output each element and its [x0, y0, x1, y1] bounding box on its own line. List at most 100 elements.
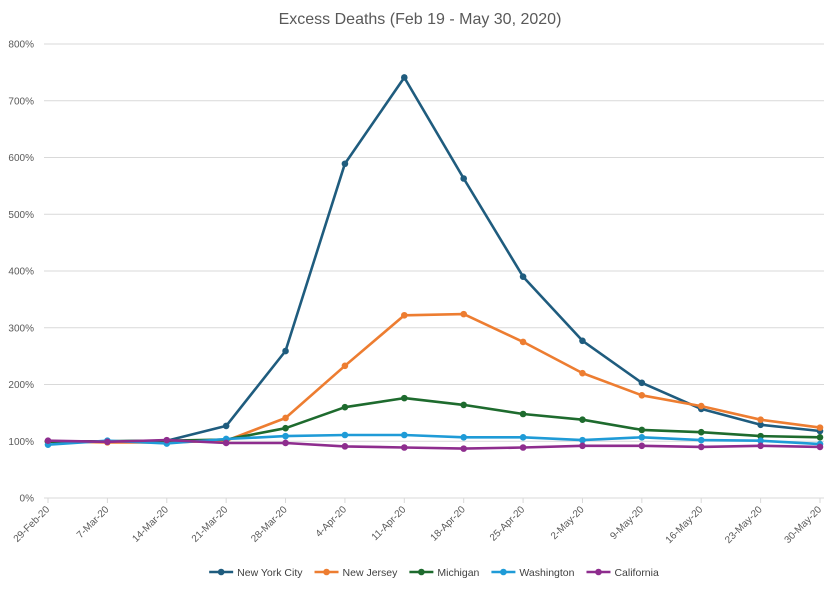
- y-tick-label: 200%: [8, 380, 34, 391]
- data-point-new-jersey: [460, 310, 467, 318]
- data-point-california: [222, 439, 230, 447]
- data-point-california: [163, 436, 171, 444]
- x-axis-tick-labels: 29-Feb-20 7-Mar-20 14-Mar-20 21-Mar-20 28-Ma…: [12, 498, 825, 546]
- data-point-california: [460, 445, 467, 452]
- data-point-new-jersey: [579, 369, 586, 377]
- data-point-michigan: [757, 432, 764, 440]
- data-point-new-york-city: [222, 422, 230, 430]
- legend-label: New York City: [237, 567, 303, 579]
- series-lines: [44, 74, 824, 452]
- x-tick-label: 28-Mar-20: [249, 504, 290, 545]
- x-tick-label: 2-May-20: [549, 504, 587, 542]
- y-tick-label: 800%: [8, 40, 34, 51]
- legend-label: Michigan: [437, 567, 479, 579]
- data-point-new-jersey: [697, 402, 705, 410]
- x-tick-label: 16-May-20: [664, 504, 706, 546]
- data-point-washington: [579, 436, 586, 444]
- data-point-california: [44, 437, 52, 444]
- data-point-washington: [697, 436, 705, 444]
- y-axis-tick-labels: 0% 100% 200% 300% 400% 500% 600% 700% 800%: [8, 40, 34, 505]
- legend-item-new-jersey: New Jersey: [314, 567, 399, 579]
- series-new-jersey: [44, 310, 824, 446]
- data-point-california: [519, 444, 527, 451]
- y-tick-label: 0%: [20, 494, 35, 505]
- y-tick-label: 100%: [8, 437, 34, 448]
- data-point-california: [282, 439, 289, 447]
- x-tick-label: 9-May-20: [608, 504, 646, 542]
- data-point-new-jersey: [757, 416, 764, 423]
- series-line-california: [47, 438, 821, 450]
- data-point-new-jersey: [816, 424, 824, 431]
- data-point-washington: [282, 432, 289, 440]
- data-point-michigan: [816, 433, 824, 441]
- gridlines: [44, 43, 824, 499]
- legend-label: California: [614, 567, 659, 579]
- data-point-california: [341, 443, 349, 450]
- data-point-washington: [757, 437, 764, 444]
- x-tick-label: 11-Apr-20: [370, 504, 409, 543]
- data-point-michigan: [697, 428, 705, 436]
- x-tick-label: 14-Mar-20: [130, 504, 171, 545]
- x-tick-label: 21-Mar-20: [190, 504, 231, 545]
- data-point-new-york-city: [579, 337, 586, 345]
- legend: New York City New Jersey Michigan Washingto…: [209, 567, 659, 579]
- data-point-california: [757, 442, 764, 450]
- legend-marker: [595, 568, 602, 576]
- data-point-new-jersey: [282, 414, 289, 422]
- series-michigan: [44, 394, 824, 446]
- data-point-washington: [460, 433, 467, 441]
- x-tick-label: 25-Apr-20: [488, 504, 528, 544]
- data-point-michigan: [579, 416, 586, 423]
- x-tick-label: 29-Feb-20: [12, 504, 53, 545]
- chart-title: Excess Deaths (Feb 19 - May 30, 2020): [279, 11, 562, 28]
- y-tick-label: 300%: [8, 323, 34, 334]
- data-point-new-york-city: [519, 273, 527, 280]
- y-tick-label: 500%: [8, 210, 34, 221]
- legend-marker: [418, 568, 425, 576]
- x-tick-label: 18-Apr-20: [429, 504, 469, 544]
- legend-item-washington: Washington: [491, 567, 575, 579]
- x-tick-label: 30-May-20: [783, 504, 825, 546]
- data-point-new-york-city: [282, 347, 289, 355]
- data-point-california: [816, 443, 824, 451]
- y-tick-label: 700%: [8, 96, 34, 107]
- data-point-california: [401, 444, 408, 451]
- data-point-michigan: [282, 424, 289, 432]
- series-line-washington: [47, 433, 821, 446]
- data-point-new-york-city: [401, 74, 408, 81]
- y-tick-label: 600%: [8, 153, 34, 164]
- data-point-california: [104, 438, 111, 446]
- x-tick-label: 7-Mar-20: [75, 504, 112, 541]
- data-point-new-jersey: [401, 311, 408, 319]
- legend-item-new-york-city: New York City: [209, 567, 303, 579]
- data-point-new-york-city: [341, 160, 349, 168]
- data-point-michigan: [401, 394, 408, 402]
- data-point-new-york-city: [757, 421, 764, 429]
- legend-marker: [217, 568, 225, 576]
- data-point-california: [697, 443, 705, 451]
- data-point-michigan: [638, 426, 646, 434]
- data-point-washington: [401, 431, 408, 439]
- legend-marker: [323, 568, 330, 576]
- legend-label: Washington: [519, 567, 574, 579]
- x-tick-label: 23-May-20: [723, 504, 765, 546]
- data-point-new-york-city: [638, 379, 646, 387]
- series-line-new-jersey: [47, 312, 821, 444]
- data-point-michigan: [341, 403, 349, 411]
- legend-marker: [500, 568, 507, 576]
- data-point-washington: [638, 433, 646, 441]
- data-point-new-jersey: [341, 362, 349, 370]
- data-point-washington: [341, 431, 349, 439]
- data-point-new-jersey: [638, 391, 646, 399]
- x-tick-label: 4-Apr-20: [314, 504, 350, 540]
- legend-item-california: California: [586, 567, 659, 579]
- y-tick-label: 400%: [8, 267, 34, 278]
- data-point-michigan: [460, 401, 467, 409]
- series-california: [44, 436, 824, 452]
- data-point-new-jersey: [519, 338, 527, 346]
- series-line-new-york-city: [48, 76, 821, 443]
- legend-label: New Jersey: [343, 567, 399, 579]
- data-point-california: [579, 442, 586, 450]
- series-new-york-city: [44, 74, 824, 445]
